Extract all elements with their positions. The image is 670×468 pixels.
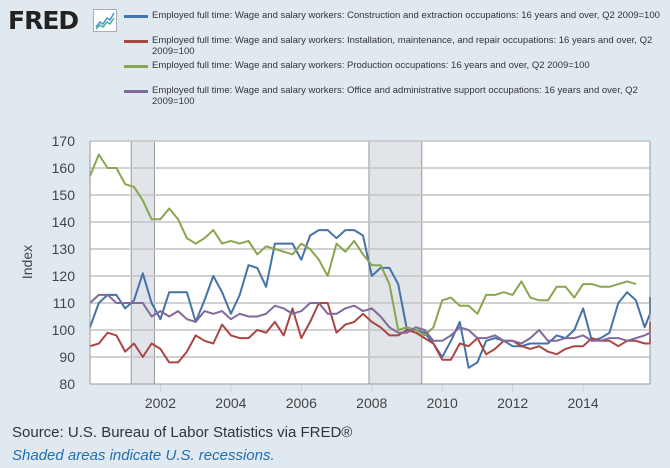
y-tick-label: 140 (52, 214, 76, 230)
legend-item-production: Employed full time: Wage and salary work… (122, 60, 667, 72)
legend-swatch (124, 90, 148, 93)
x-tick-label: 2004 (215, 395, 246, 411)
series-line-1 (89, 302, 651, 364)
legend: Employed full time: Wage and salary work… (122, 10, 667, 110)
fred-logo[interactable]: FRED (8, 6, 79, 35)
legend-swatch (124, 15, 148, 18)
series-line-2 (89, 153, 637, 337)
x-tick-label: 2014 (568, 395, 599, 411)
y-tick-label: 160 (52, 160, 76, 176)
legend-label: Employed full time: Wage and salary work… (152, 35, 653, 57)
y-tick-label: 150 (52, 187, 76, 203)
series-line-0 (89, 229, 651, 369)
chart-area: 80 90 100 110 120 130 140 150 160 170 2002 2004 200… (19, 133, 651, 411)
line-chart-icon (93, 9, 117, 32)
legend-label: Employed full time: Wage and salary work… (152, 10, 660, 21)
y-tick-label: 110 (53, 295, 76, 311)
legend-label: Employed full time: Wage and salary work… (152, 60, 590, 71)
legend-swatch (124, 65, 148, 68)
x-tick-label: 2006 (286, 395, 317, 411)
recession-note-link[interactable]: Shaded areas indicate U.S. recessions. (12, 447, 275, 464)
x-tick-label: 2002 (145, 395, 176, 411)
legend-label: Employed full time: Wage and salary work… (152, 85, 638, 107)
recession-band (368, 141, 422, 384)
x-tick-label: 2012 (497, 395, 528, 411)
y-tick-label: 120 (52, 268, 76, 284)
recession-band (131, 141, 155, 384)
x-tick-label: 2010 (427, 395, 458, 411)
source-text: Source: U.S. Bureau of Labor Statistics … (12, 424, 353, 441)
legend-item-office: Employed full time: Wage and salary work… (122, 85, 667, 107)
y-tick-label: 90 (59, 349, 75, 365)
x-tick-label: 2008 (356, 395, 387, 411)
y-axis-label: Index (19, 245, 35, 279)
y-tick-label: 80 (59, 376, 75, 392)
legend-swatch (124, 40, 148, 43)
legend-item-construction: Employed full time: Wage and salary work… (122, 10, 667, 32)
series-line-3 (89, 293, 651, 345)
y-tick-label: 100 (52, 322, 76, 338)
y-tick-label: 130 (52, 241, 76, 257)
legend-item-installation: Employed full time: Wage and salary work… (122, 35, 667, 57)
y-tick-label: 170 (52, 133, 76, 149)
